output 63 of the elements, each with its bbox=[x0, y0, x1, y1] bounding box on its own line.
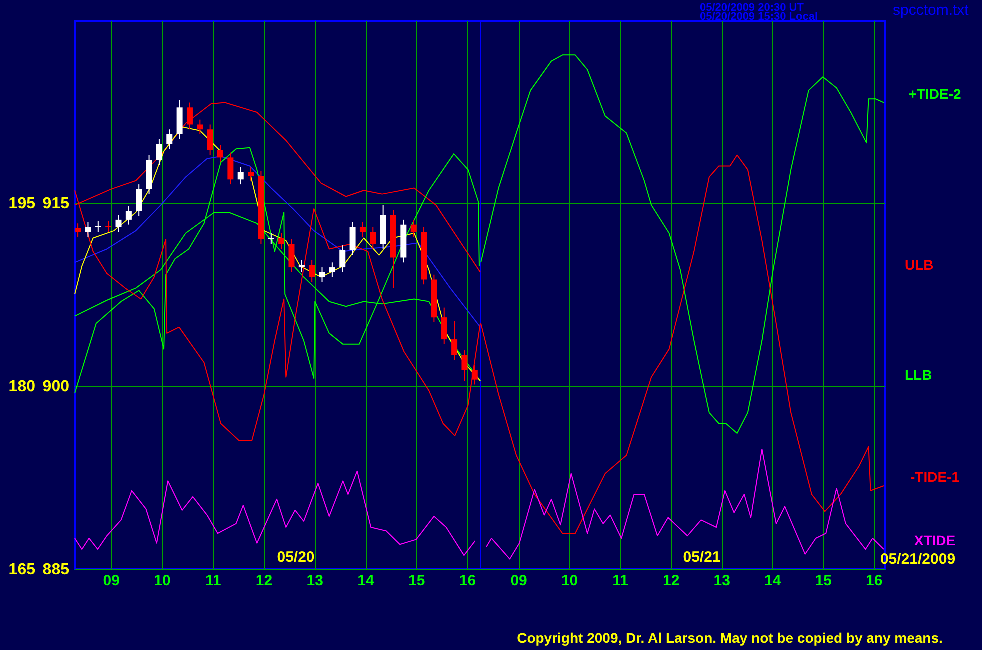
candlestick bbox=[441, 307, 448, 345]
x-tick-label: 15 bbox=[815, 572, 832, 590]
candlestick bbox=[207, 124, 214, 156]
candlestick bbox=[166, 129, 173, 150]
y2-tick-label: 195 bbox=[8, 195, 36, 212]
candlestick bbox=[75, 223, 82, 238]
candlestick bbox=[238, 166, 244, 186]
candlestick bbox=[197, 119, 204, 136]
x-tick-label: 09 bbox=[103, 572, 120, 590]
y2-tick-label: 165 bbox=[8, 562, 36, 578]
x-tick-label: 09 bbox=[510, 572, 528, 590]
candlestick bbox=[116, 214, 122, 233]
annotation: 05/20/2009 15:30 Local bbox=[700, 11, 818, 23]
candlestick bbox=[278, 232, 285, 250]
x-tick-label: 14 bbox=[358, 572, 376, 590]
x-tick-label: 14 bbox=[764, 572, 782, 590]
x-tick-label: 11 bbox=[612, 572, 628, 590]
text: XTIDE bbox=[914, 532, 956, 548]
candlestick bbox=[309, 260, 316, 283]
text: spcctom.txt bbox=[893, 2, 970, 19]
candlestick bbox=[462, 350, 468, 382]
candlestick bbox=[340, 245, 346, 273]
candlestick bbox=[85, 222, 92, 238]
series-label: -TIDE-1 bbox=[910, 469, 960, 486]
candlestick bbox=[228, 152, 234, 186]
x-tick-label: 10 bbox=[154, 572, 171, 590]
y-tick-label: 915 bbox=[42, 195, 70, 212]
candlestick bbox=[370, 226, 376, 250]
candlestick bbox=[218, 144, 224, 164]
x-tick-label: 12 bbox=[256, 572, 273, 590]
candlestick bbox=[268, 232, 274, 245]
candlestick bbox=[360, 222, 366, 238]
candlestick bbox=[156, 138, 162, 166]
y2-tick-label: 180 bbox=[8, 378, 36, 396]
y-tick-label: 900 bbox=[42, 378, 70, 396]
candlestick bbox=[288, 238, 295, 273]
candlestick bbox=[329, 262, 336, 278]
candlestick bbox=[248, 166, 254, 182]
candlestick bbox=[319, 267, 326, 283]
x-tick-label: 13 bbox=[306, 572, 324, 590]
candlestick bbox=[472, 364, 478, 386]
candlestick bbox=[136, 184, 142, 217]
text: ULB bbox=[905, 257, 934, 273]
x-tick-label: 16 bbox=[866, 572, 883, 590]
x-tick-label: 15 bbox=[408, 572, 426, 590]
annotation: 05/21 bbox=[683, 549, 721, 566]
x-tick-label: 16 bbox=[459, 572, 476, 590]
annotation: 05/20 bbox=[277, 549, 315, 566]
candlestick bbox=[410, 219, 417, 238]
x-tick-label: 10 bbox=[561, 572, 578, 590]
x-tick-label: 12 bbox=[662, 572, 680, 590]
candlestick bbox=[298, 260, 305, 273]
y-tick-label: 885 bbox=[42, 562, 70, 578]
candlestick bbox=[95, 220, 102, 233]
candlestick bbox=[350, 222, 356, 256]
series-label: +TIDE-2 bbox=[908, 86, 962, 102]
x-tick-label: 13 bbox=[714, 572, 730, 590]
candlestick bbox=[106, 220, 112, 233]
candlestick bbox=[452, 320, 458, 361]
text: Copyright 2009, Dr. Al Larson. May not be copied by any means. bbox=[517, 630, 943, 646]
text: LLB bbox=[905, 367, 932, 383]
candlestick bbox=[126, 206, 132, 226]
x-tick-label: 11 bbox=[205, 572, 222, 590]
